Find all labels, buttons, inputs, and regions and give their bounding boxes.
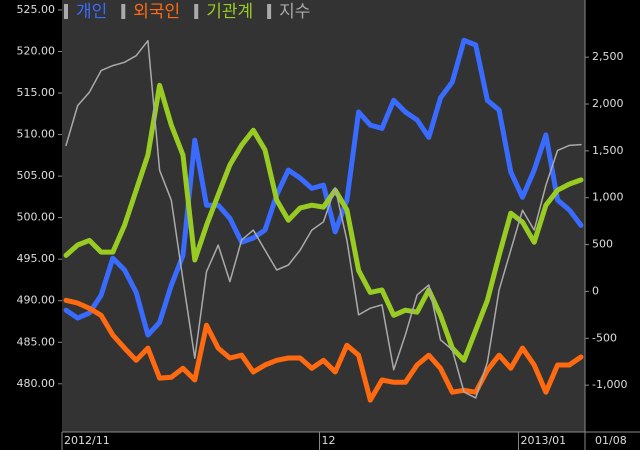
legend-label: 개인: [76, 2, 107, 22]
series-line: [63, 297, 584, 403]
legend-label: 외국인: [133, 2, 180, 22]
y-tick-label: 520.00: [17, 45, 56, 58]
x-tick-label: 12: [322, 434, 336, 447]
legend-bar: [194, 4, 199, 19]
last-date: 01/08: [595, 434, 627, 447]
y-tick-label: 515.00: [17, 86, 56, 99]
y-tick-label: 480.00: [17, 377, 56, 390]
y-tick-label: 505.00: [17, 169, 56, 182]
legend: 개인 외국인 기관계 지수: [64, 2, 310, 22]
y-tick-label: 490.00: [17, 294, 56, 307]
legend-label: 지수: [279, 2, 310, 22]
y2-tick-label: -500: [592, 331, 617, 344]
y2-tick-label: 500: [592, 238, 613, 251]
y2-tick-label: 0: [592, 284, 599, 297]
legend-label: 기관계: [206, 2, 253, 22]
y2-tick-label: -1,000: [592, 378, 627, 391]
y2-tick-label: 2,000: [592, 97, 624, 110]
series-line: [63, 37, 584, 338]
legend-bar: [64, 4, 68, 19]
y2-tick-label: 1,000: [592, 191, 624, 204]
legend-bar: [267, 4, 272, 19]
series-line: [65, 39, 582, 399]
legend-bar: [121, 4, 126, 19]
y2-tick-label: 1,500: [592, 144, 624, 157]
y-tick-label: 510.00: [17, 128, 56, 141]
y-tick-label: 525.00: [17, 3, 56, 16]
series-line: [63, 82, 584, 363]
x-tick-label: 2012/11: [64, 434, 110, 447]
x-tick-label: 2013/01: [520, 434, 566, 447]
y2-tick-label: 2,500: [592, 50, 624, 63]
y-tick-label: 495.00: [17, 252, 56, 265]
y-tick-label: 500.00: [17, 211, 56, 224]
y-tick-label: 485.00: [17, 335, 56, 348]
